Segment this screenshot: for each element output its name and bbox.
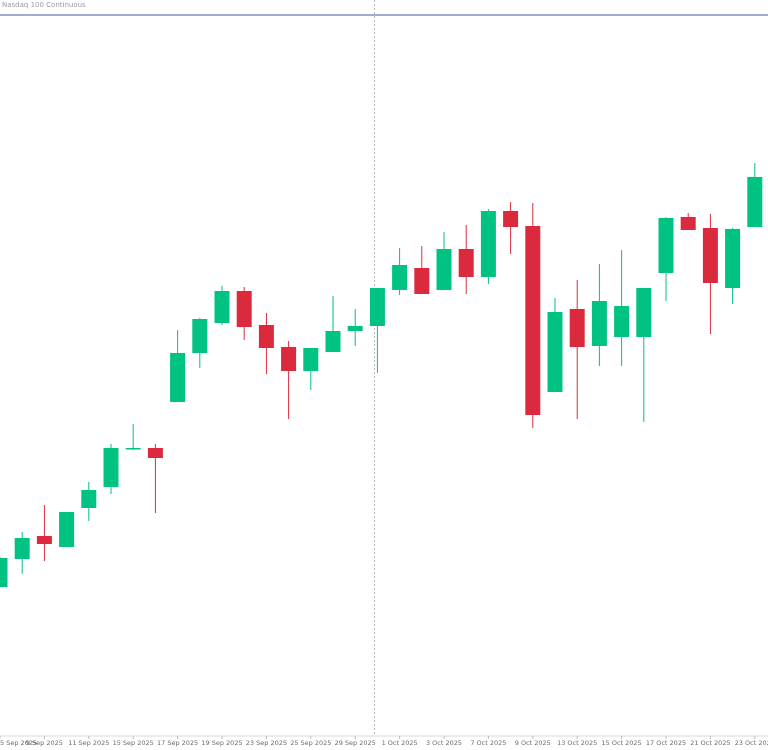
x-axis-tick-label: 11 Sep 2025 [68, 739, 109, 747]
x-axis-tick-label: 23 Oct 2025 [735, 739, 768, 747]
candle-body-down [569, 309, 585, 347]
x-axis-tick-label: 29 Sep 2025 [335, 739, 376, 747]
candle-body-down [414, 268, 430, 294]
candle-body-down [258, 325, 274, 348]
candle-body-up [614, 306, 630, 337]
candle-body-down [458, 249, 474, 277]
x-axis-tick-label: 19 Sep 2025 [201, 739, 242, 747]
candle-body-up [214, 291, 230, 323]
candle-body-up [392, 265, 408, 290]
candle-body-down [702, 228, 718, 283]
x-axis-tick-label: 15 Sep 2025 [113, 739, 154, 747]
x-axis-tick-label: 13 Oct 2025 [557, 739, 597, 747]
x-axis-tick-label: 25 Sep 2025 [290, 739, 331, 747]
candle-body-up [347, 326, 363, 331]
candle-body-up [192, 319, 208, 353]
candle-body-up [747, 177, 763, 227]
x-axis-tick-label: 23 Sep 2025 [246, 739, 287, 747]
x-axis-tick-label: 9 Oct 2025 [515, 739, 551, 747]
candle-body-down [236, 291, 252, 327]
candle-body-up [725, 229, 741, 288]
candle-body-down [281, 347, 297, 371]
x-axis-tick-label: 21 Oct 2025 [690, 739, 730, 747]
candle-body-down [680, 217, 696, 230]
candle-body-up [170, 353, 186, 402]
x-axis-tick-label: 17 Sep 2025 [157, 739, 198, 747]
candle-body-up [103, 448, 119, 487]
x-axis-tick-label: 7 Oct 2025 [470, 739, 506, 747]
candle-body-up [303, 348, 319, 371]
x-axis-tick-label: 1 Oct 2025 [382, 739, 418, 747]
candle-body-up [436, 249, 452, 290]
x-axis-tick-label: 3 Oct 2025 [426, 739, 462, 747]
candle-body-up [81, 490, 97, 508]
candle-body-down [525, 226, 541, 415]
candle-body-up [0, 558, 8, 587]
candle-body-up [591, 301, 607, 346]
x-axis-tick-label: 9 Sep 2025 [26, 739, 63, 747]
chart-title: Nasdaq 100 Continuous [2, 1, 86, 9]
candle-body-up [480, 211, 496, 277]
candle-body-up [658, 218, 674, 273]
candle-body-up [369, 288, 385, 326]
candle-body-down [503, 211, 519, 227]
candle-body-down [147, 448, 163, 458]
candle-body-up [59, 512, 75, 547]
candles-group [0, 163, 763, 587]
candle-body-up [636, 288, 652, 337]
candle-body-up [14, 538, 30, 559]
candle-body-up [325, 331, 341, 352]
candle-body-up [125, 448, 141, 450]
candle-body-down [36, 536, 52, 544]
x-axis-tick-label: 17 Oct 2025 [646, 739, 686, 747]
candle-body-up [547, 312, 563, 392]
x-axis-tick-label: 15 Oct 2025 [602, 739, 642, 747]
x-axis-tick-label: 5 Sep 2025 [0, 739, 37, 747]
